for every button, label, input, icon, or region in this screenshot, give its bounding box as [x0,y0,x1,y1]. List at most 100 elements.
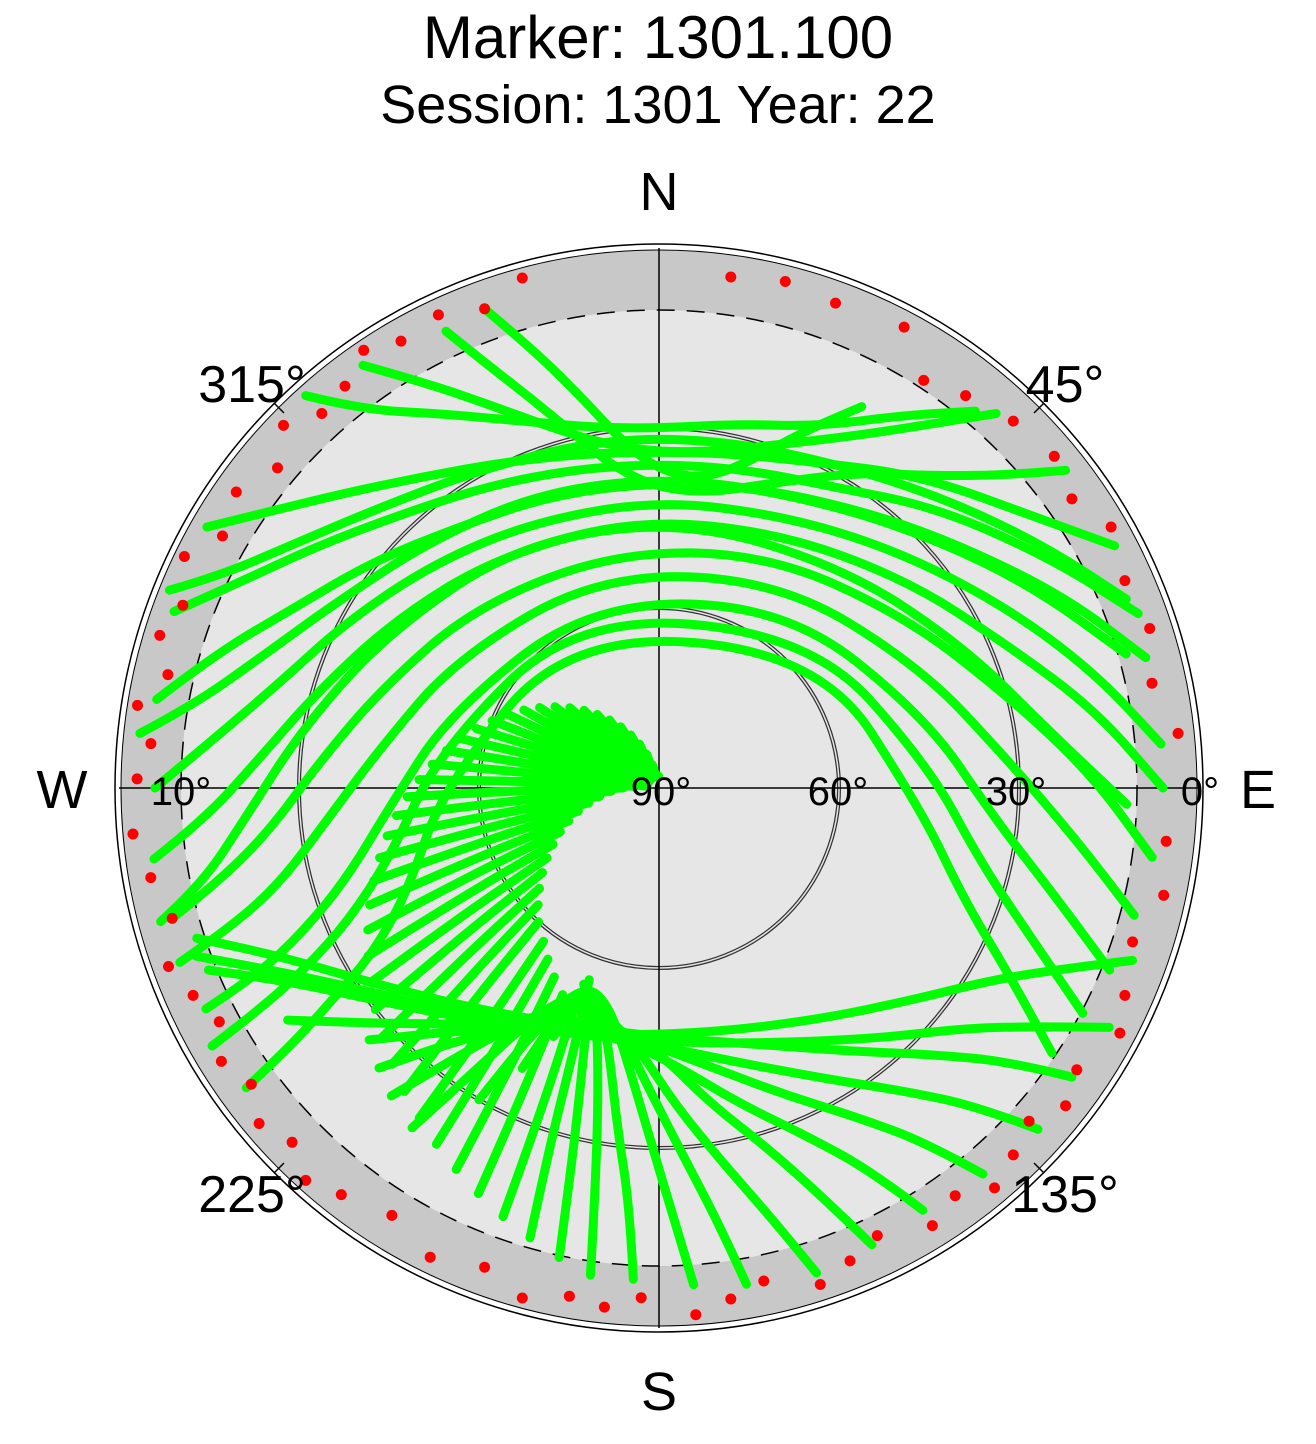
rejected-point-35 [690,1309,702,1321]
rejected-point-50 [1127,936,1139,948]
chart-title: Marker: 1301.100 [422,4,894,71]
accepted-track-41 [363,839,558,961]
tick-315 [273,402,285,414]
accepted-track-20 [263,966,1043,1134]
accepted-tracks [135,304,1168,1290]
accepted-track-14 [164,434,1131,604]
horizon-outer-ring [114,243,1204,1333]
rejected-point-13 [132,699,143,711]
accepted-track-34 [431,954,553,1149]
rejected-point-46 [1060,1100,1072,1112]
rejected-point-16 [127,828,139,840]
elevation-label-60: 60° [808,770,869,814]
rejected-point-51 [1158,889,1170,901]
accepted-track-30 [525,975,594,1243]
rejected-point-5 [278,419,289,431]
accepted-track-44 [369,806,583,886]
compass-east: E [1240,760,1276,820]
accepted-track-31 [498,1007,578,1221]
rejected-point-44 [1007,1149,1019,1161]
rejected-point-62 [918,374,930,386]
compass-north: N [640,162,679,222]
rejected-point-24 [253,1118,265,1129]
accepted-track-42 [363,827,565,935]
rejected-point-65 [779,276,791,287]
rejected-point-20 [187,989,199,1001]
rejected-point-33 [598,1301,610,1313]
accepted-track-4 [202,447,1120,551]
rejected-point-55 [1144,623,1156,634]
rejected-point-28 [386,1209,398,1221]
rejected-point-19 [163,961,174,972]
accepted-track-50 [427,759,652,791]
tick-135 [1033,1162,1045,1174]
rejected-point-21 [213,1016,225,1028]
rejected-point-2 [358,344,370,356]
rejected-point-9 [178,551,190,562]
rejected-point-10 [177,599,189,611]
rejected-point-37 [758,1275,770,1287]
accepted-track-47 [391,786,616,821]
rejected-point-57 [1105,521,1117,533]
accepted-track-33 [451,972,559,1174]
accepted-track-37 [387,900,543,1069]
accepted-track-11 [201,599,1115,1014]
rejected-point-4 [316,408,328,419]
rejected-points [127,271,1184,1321]
accepted-track-43 [365,816,574,910]
rejected-point-27 [335,1189,347,1201]
rejected-point-17 [145,872,157,884]
accepted-track-2 [301,391,980,433]
rejected-point-36 [725,1293,737,1305]
rejected-point-53 [1172,727,1184,739]
accepted-track-36 [400,917,544,1096]
rejected-point-25 [286,1136,298,1148]
accepted-track-21 [283,1015,988,1179]
rejected-point-15 [131,773,143,785]
skyplot-labels: N S E W 45° 135° 225° 315° 90° 60° 30° 0… [37,162,1277,1422]
elevation-label-30: 30° [986,770,1047,814]
rejected-point-45 [1023,1115,1035,1127]
compass-west: W [37,760,88,820]
rejected-point-22 [215,1055,227,1067]
rejected-point-26 [300,1174,312,1186]
tick-45 [1033,402,1045,414]
accepted-track-5 [169,460,1143,619]
rejected-point-41 [926,1220,938,1232]
rejected-point-48 [1114,1027,1126,1039]
rejected-point-60 [1007,415,1019,427]
rejected-point-40 [871,1230,883,1242]
accepted-track-0 [441,326,1071,496]
accepted-track-48 [402,783,628,802]
rejected-point-31 [516,1292,528,1304]
compass-south: S [641,1362,677,1422]
rejected-point-1 [395,335,407,347]
rejected-point-56 [1119,575,1131,587]
accepted-track-40 [366,853,552,988]
rejected-point-32 [563,1290,575,1302]
rejected-point-61 [960,390,972,402]
rejected-point-18 [166,912,178,924]
rejected-point-0 [432,309,444,321]
accepted-track-49 [414,775,640,791]
elevation-label-10: 10° [151,770,212,814]
rejected-point-39 [844,1255,856,1267]
rejected-point-66 [725,271,737,283]
rejected-point-42 [949,1190,961,1202]
rejected-point-11 [154,629,166,641]
rejected-point-30 [479,1261,491,1273]
rejected-point-58 [1066,493,1078,505]
accepted-track-39 [370,868,547,1015]
azimuth-label-135: 135° [1011,1166,1119,1224]
rejected-point-43 [989,1182,1000,1194]
accepted-track-45 [375,798,594,863]
accepted-track-9 [167,548,1157,923]
rejected-point-8 [217,530,228,542]
elevation-label-0: 0° [1181,770,1219,814]
accepted-track-12 [207,618,1088,1051]
rejected-point-29 [424,1251,436,1263]
rejected-point-34 [635,1292,647,1304]
rejected-point-38 [814,1279,826,1290]
rejected-point-68 [479,303,491,315]
